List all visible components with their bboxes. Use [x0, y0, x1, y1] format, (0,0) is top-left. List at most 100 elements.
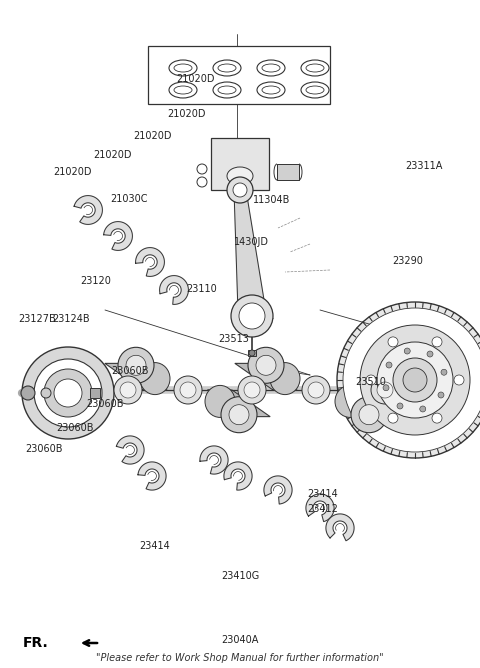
Circle shape: [351, 397, 387, 433]
Circle shape: [248, 347, 284, 383]
Bar: [277, 164, 299, 180]
Circle shape: [404, 348, 410, 354]
Text: 23414: 23414: [140, 542, 170, 551]
Circle shape: [34, 359, 102, 427]
Ellipse shape: [306, 64, 324, 72]
Ellipse shape: [218, 64, 236, 72]
Polygon shape: [224, 462, 252, 490]
Circle shape: [238, 376, 266, 404]
Ellipse shape: [218, 86, 236, 94]
Bar: [90, 388, 100, 398]
Circle shape: [377, 382, 393, 398]
Text: 23290: 23290: [393, 256, 423, 265]
Ellipse shape: [257, 82, 285, 98]
Circle shape: [126, 355, 146, 375]
Circle shape: [120, 382, 136, 398]
Text: 23124B: 23124B: [52, 315, 89, 324]
Circle shape: [337, 302, 480, 458]
Circle shape: [41, 388, 51, 398]
Circle shape: [366, 375, 376, 385]
Circle shape: [432, 337, 442, 347]
Ellipse shape: [169, 82, 197, 98]
Circle shape: [22, 347, 114, 439]
Ellipse shape: [301, 82, 329, 98]
Ellipse shape: [169, 60, 197, 76]
Circle shape: [221, 397, 257, 433]
Ellipse shape: [301, 60, 329, 76]
Circle shape: [227, 177, 253, 203]
Circle shape: [308, 382, 324, 398]
Circle shape: [388, 337, 398, 347]
Circle shape: [244, 382, 260, 398]
Text: 23510: 23510: [355, 377, 386, 387]
Circle shape: [239, 303, 265, 329]
Circle shape: [386, 362, 392, 368]
Text: 23513: 23513: [218, 335, 249, 344]
Ellipse shape: [205, 385, 235, 418]
Text: 21020D: 21020D: [167, 109, 205, 118]
Ellipse shape: [213, 60, 241, 76]
Circle shape: [393, 358, 437, 402]
Polygon shape: [136, 248, 164, 277]
Text: FR.: FR.: [22, 636, 48, 650]
Circle shape: [174, 376, 202, 404]
Text: 21020D: 21020D: [94, 150, 132, 160]
Polygon shape: [104, 222, 132, 250]
Ellipse shape: [174, 64, 192, 72]
Circle shape: [249, 350, 255, 356]
Bar: [248, 350, 256, 356]
Ellipse shape: [140, 363, 170, 395]
Text: 1430JD: 1430JD: [234, 237, 269, 246]
Text: 23040A: 23040A: [221, 635, 259, 645]
Circle shape: [180, 382, 196, 398]
Text: 23110: 23110: [186, 285, 217, 294]
Circle shape: [44, 369, 92, 417]
Polygon shape: [235, 363, 297, 390]
Ellipse shape: [270, 363, 300, 395]
Circle shape: [256, 355, 276, 375]
Polygon shape: [160, 276, 188, 305]
Ellipse shape: [213, 82, 241, 98]
Circle shape: [360, 325, 470, 435]
Text: 23060B: 23060B: [56, 423, 94, 432]
Ellipse shape: [262, 64, 280, 72]
Circle shape: [343, 308, 480, 452]
Circle shape: [377, 342, 453, 418]
Circle shape: [231, 295, 273, 337]
Text: 23412: 23412: [307, 504, 338, 514]
Polygon shape: [105, 363, 167, 390]
Polygon shape: [200, 446, 228, 474]
Ellipse shape: [262, 86, 280, 94]
Ellipse shape: [174, 86, 192, 94]
Ellipse shape: [257, 60, 285, 76]
Circle shape: [118, 347, 154, 383]
Text: 23060B: 23060B: [86, 399, 124, 409]
Circle shape: [229, 405, 249, 425]
Circle shape: [441, 369, 447, 375]
Text: 21030C: 21030C: [110, 194, 148, 204]
Text: 23127B: 23127B: [18, 315, 56, 324]
Polygon shape: [74, 196, 102, 224]
Circle shape: [21, 386, 35, 400]
Bar: [211, 138, 269, 190]
Polygon shape: [306, 494, 334, 522]
Polygon shape: [234, 190, 266, 312]
Circle shape: [438, 392, 444, 398]
Text: "Please refer to Work Shop Manual for further information": "Please refer to Work Shop Manual for fu…: [96, 653, 384, 663]
Circle shape: [420, 406, 426, 412]
Text: 23060B: 23060B: [111, 366, 149, 375]
Polygon shape: [326, 514, 354, 541]
Text: 23120: 23120: [81, 276, 111, 285]
Ellipse shape: [306, 86, 324, 94]
Text: 21020D: 21020D: [133, 131, 172, 140]
Ellipse shape: [335, 385, 365, 418]
Text: 21020D: 21020D: [53, 168, 91, 177]
Ellipse shape: [227, 167, 253, 185]
Circle shape: [432, 413, 442, 423]
Polygon shape: [138, 462, 166, 490]
Polygon shape: [264, 476, 292, 504]
Circle shape: [454, 375, 464, 385]
Circle shape: [114, 376, 142, 404]
Circle shape: [54, 379, 82, 407]
Text: 23410G: 23410G: [221, 572, 259, 581]
